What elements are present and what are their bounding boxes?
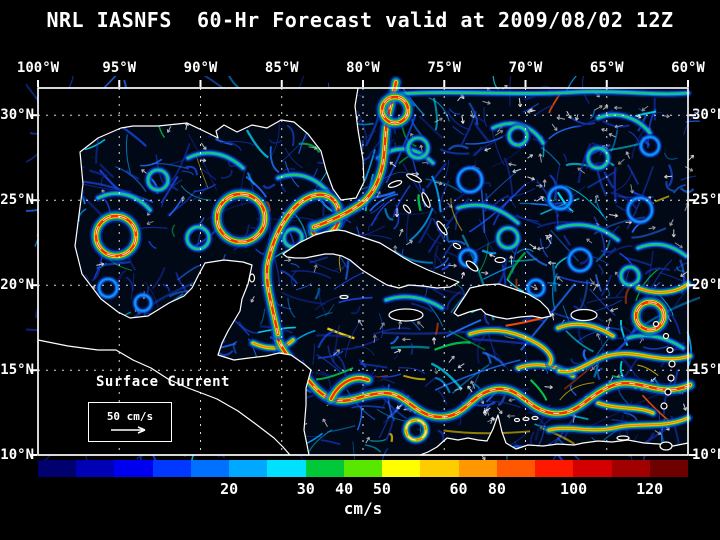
south-america-landmass bbox=[419, 414, 689, 456]
trinidad-island bbox=[659, 441, 673, 451]
colorbar-units: cm/s bbox=[343, 499, 383, 518]
lesser-antilles-island bbox=[666, 346, 674, 354]
colorbar-segment bbox=[229, 460, 268, 477]
graticule-layer bbox=[38, 88, 688, 455]
colorbar-segment bbox=[649, 460, 688, 477]
lat-tick-label: 15°N bbox=[0, 362, 34, 379]
colorbar-segment bbox=[343, 460, 383, 477]
lat-tick-label: 25°N bbox=[692, 192, 720, 209]
lat-tick-label: 20°N bbox=[0, 277, 34, 294]
colorbar-segment bbox=[152, 460, 191, 477]
reference-vector-label: 50 cm/s bbox=[106, 409, 154, 423]
reference-vector-legend: 50 cm/s bbox=[88, 402, 172, 442]
colorbar bbox=[38, 460, 688, 477]
colorbar-segment bbox=[496, 460, 536, 477]
colorbar-segment bbox=[76, 460, 115, 477]
page-title: NRL IASNFS 60-Hr Forecast valid at 2009/… bbox=[46, 8, 674, 32]
streamlines-layer bbox=[89, 76, 697, 445]
bahamas-island bbox=[402, 204, 412, 214]
lon-tick-label: 95°W bbox=[102, 60, 137, 76]
lat-tick-label: 20°N bbox=[692, 277, 720, 294]
venezuelan-island bbox=[531, 415, 539, 421]
jamaica-island bbox=[388, 308, 424, 322]
lon-tick-label: 70°W bbox=[508, 60, 543, 76]
lat-tick-label: 10°N bbox=[0, 447, 34, 463]
colorbar-labels: 20 30 40 50 60 80 100 120 bbox=[38, 480, 688, 498]
current-map-svg bbox=[26, 76, 700, 467]
colorbar-value-label: 60 bbox=[449, 480, 468, 498]
cozumel-island bbox=[248, 273, 256, 283]
north-central-america-landmass bbox=[37, 87, 365, 456]
margarita-island bbox=[616, 435, 630, 441]
lesser-antilles-island bbox=[664, 388, 672, 396]
colorbar-segment bbox=[305, 460, 344, 477]
colorbar-value-label: 30 bbox=[296, 480, 315, 498]
colorbar-value-label: 50 bbox=[372, 480, 391, 498]
bahamas-island bbox=[421, 192, 431, 208]
cuba-island bbox=[282, 229, 460, 289]
axes-frame bbox=[30, 80, 696, 456]
lesser-antilles-island bbox=[660, 402, 668, 410]
colorbar-value-label: 40 bbox=[335, 480, 354, 498]
land-layer bbox=[37, 87, 689, 456]
lat-tick-label: 30°N bbox=[692, 107, 720, 124]
hispaniola-island bbox=[453, 283, 552, 320]
lon-tick-label: 65°W bbox=[589, 60, 624, 76]
colorbar-value-label: 120 bbox=[636, 480, 664, 498]
lon-tick-label: 60°W bbox=[671, 60, 705, 76]
colorbar-segment bbox=[535, 460, 574, 477]
bahamas-island bbox=[406, 173, 422, 183]
colorbar-segment bbox=[267, 460, 306, 477]
colorbar-segment bbox=[611, 460, 650, 477]
lon-tick-label: 100°W bbox=[16, 60, 60, 76]
lesser-antilles-island bbox=[668, 360, 676, 368]
bahamas-island bbox=[452, 242, 462, 250]
colorbar-segment bbox=[573, 460, 612, 477]
lat-tick-label: 30°N bbox=[0, 107, 34, 124]
puerto-rico-island bbox=[570, 308, 598, 322]
surface-current-label: Surface Current bbox=[96, 374, 230, 390]
colorbar-segment bbox=[420, 460, 459, 477]
colorbar-segment bbox=[190, 460, 230, 477]
lon-tick-label: 75°W bbox=[427, 60, 462, 76]
lat-tick-label: 25°N bbox=[0, 192, 34, 209]
bahamas-island bbox=[465, 260, 479, 272]
reference-vector-arrow bbox=[111, 425, 146, 434]
lat-tick-label: 15°N bbox=[692, 362, 720, 379]
pacific-coastline bbox=[37, 339, 291, 456]
colorbar-segment bbox=[458, 460, 497, 477]
venezuelan-island bbox=[513, 417, 521, 423]
colorbar-segment bbox=[382, 460, 421, 477]
cayman-island bbox=[339, 294, 349, 300]
colorbar-value-label: 20 bbox=[220, 480, 239, 498]
lon-tick-label: 90°W bbox=[183, 60, 218, 76]
colorbar-segment bbox=[38, 460, 77, 477]
bahamas-island bbox=[387, 180, 403, 188]
lesser-antilles-island bbox=[662, 332, 670, 340]
lesser-antilles-island bbox=[652, 320, 660, 328]
colorbar-value-label: 100 bbox=[560, 480, 588, 498]
bahamas-island bbox=[436, 220, 448, 236]
lesser-antilles-island bbox=[667, 374, 675, 382]
lon-tick-label: 85°W bbox=[264, 60, 299, 76]
colorbar-segment bbox=[114, 460, 153, 477]
bahamas-island bbox=[494, 256, 506, 264]
colorbar-value-label: 80 bbox=[487, 480, 506, 498]
lon-tick-label: 80°W bbox=[346, 60, 380, 76]
lat-tick-label: 10°N bbox=[692, 447, 720, 463]
